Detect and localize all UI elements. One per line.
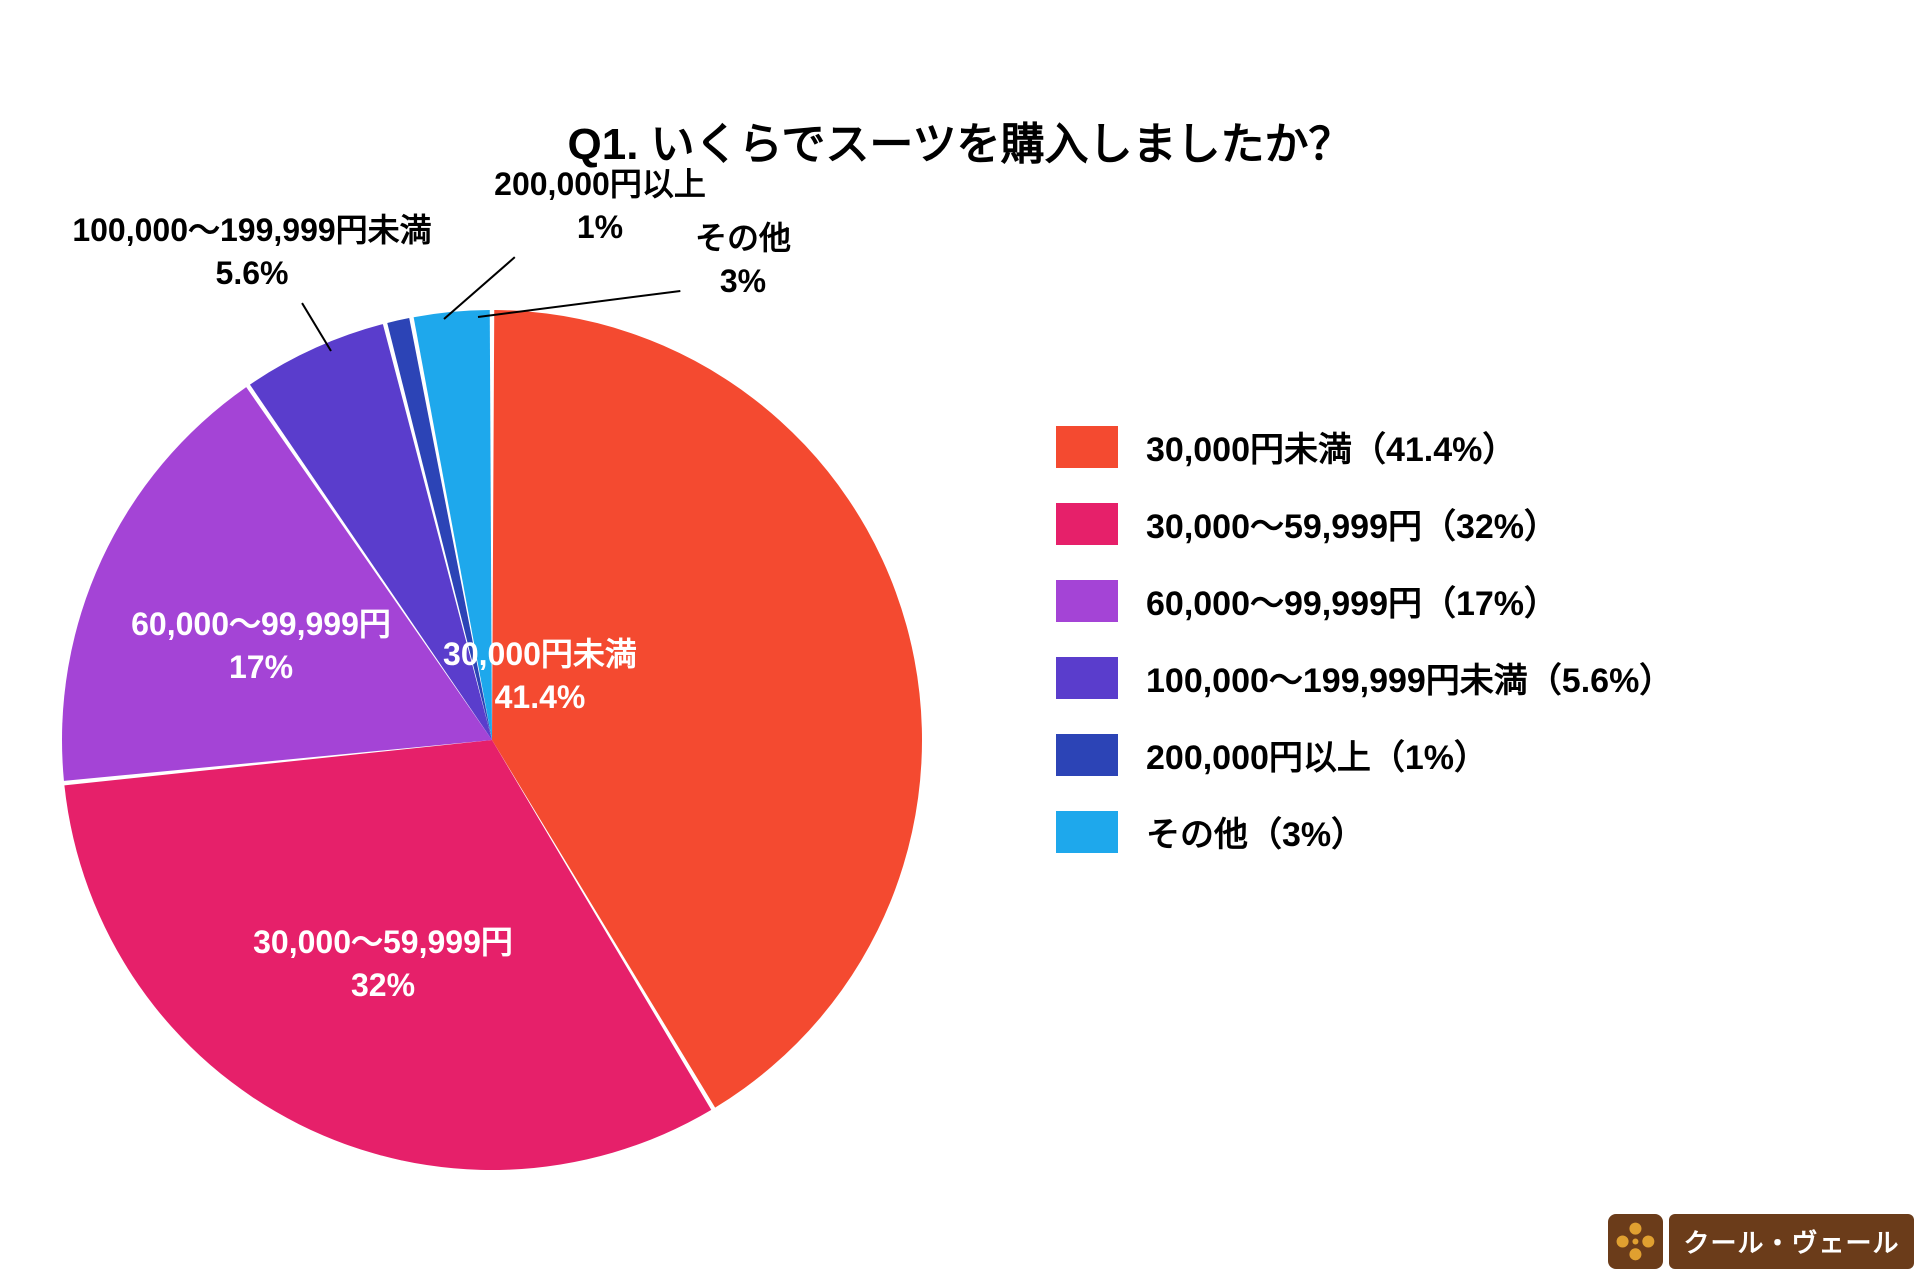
legend-label: 30,000円未満（41.4%） [1146,422,1516,471]
brand-logo-badge [1608,1214,1663,1269]
legend-label: 30,000〜59,999円（32%） [1146,499,1558,548]
flower-icon [1614,1220,1657,1263]
pie-slice-label: その他3% [695,217,791,303]
legend-item: 30,000〜59,999円（32%） [1056,499,1673,548]
legend-swatch [1056,503,1118,545]
pie-slice-label: 100,000〜199,999円未満5.6% [72,209,431,295]
legend-item: 60,000〜99,999円（17%） [1056,576,1673,625]
legend-label: 100,000〜199,999円未満（5.6%） [1146,653,1673,702]
legend-swatch [1056,657,1118,699]
legend-swatch [1056,580,1118,622]
legend-swatch [1056,734,1118,776]
legend-label: 200,000円以上（1%） [1146,730,1488,779]
chart-legend: 30,000円未満（41.4%） 30,000〜59,999円（32%） 60,00… [1056,422,1673,884]
pie-slice-label: 200,000円以上1% [494,163,706,249]
legend-item: 100,000〜199,999円未満（5.6%） [1056,653,1673,702]
brand-logo: クール・ヴェール [1608,1214,1914,1269]
brand-logo-text: クール・ヴェール [1669,1214,1914,1269]
pie-chart [22,270,962,1210]
pie-slice-label: 30,000〜59,999円32% [253,921,513,1007]
legend-swatch [1056,426,1118,468]
pie-slice-label: 60,000〜99,999円17% [131,603,391,689]
chart-title: Q1. いくらでスーツを購入しましたか？ [0,108,1920,172]
legend-label: その他（3%） [1146,807,1365,856]
legend-swatch [1056,811,1118,853]
legend-item: 200,000円以上（1%） [1056,730,1673,779]
legend-item: 30,000円未満（41.4%） [1056,422,1673,471]
legend-label: 60,000〜99,999円（17%） [1146,576,1558,625]
legend-item: その他（3%） [1056,807,1673,856]
pie-slice-label: 30,000円未満41.4% [443,633,637,719]
